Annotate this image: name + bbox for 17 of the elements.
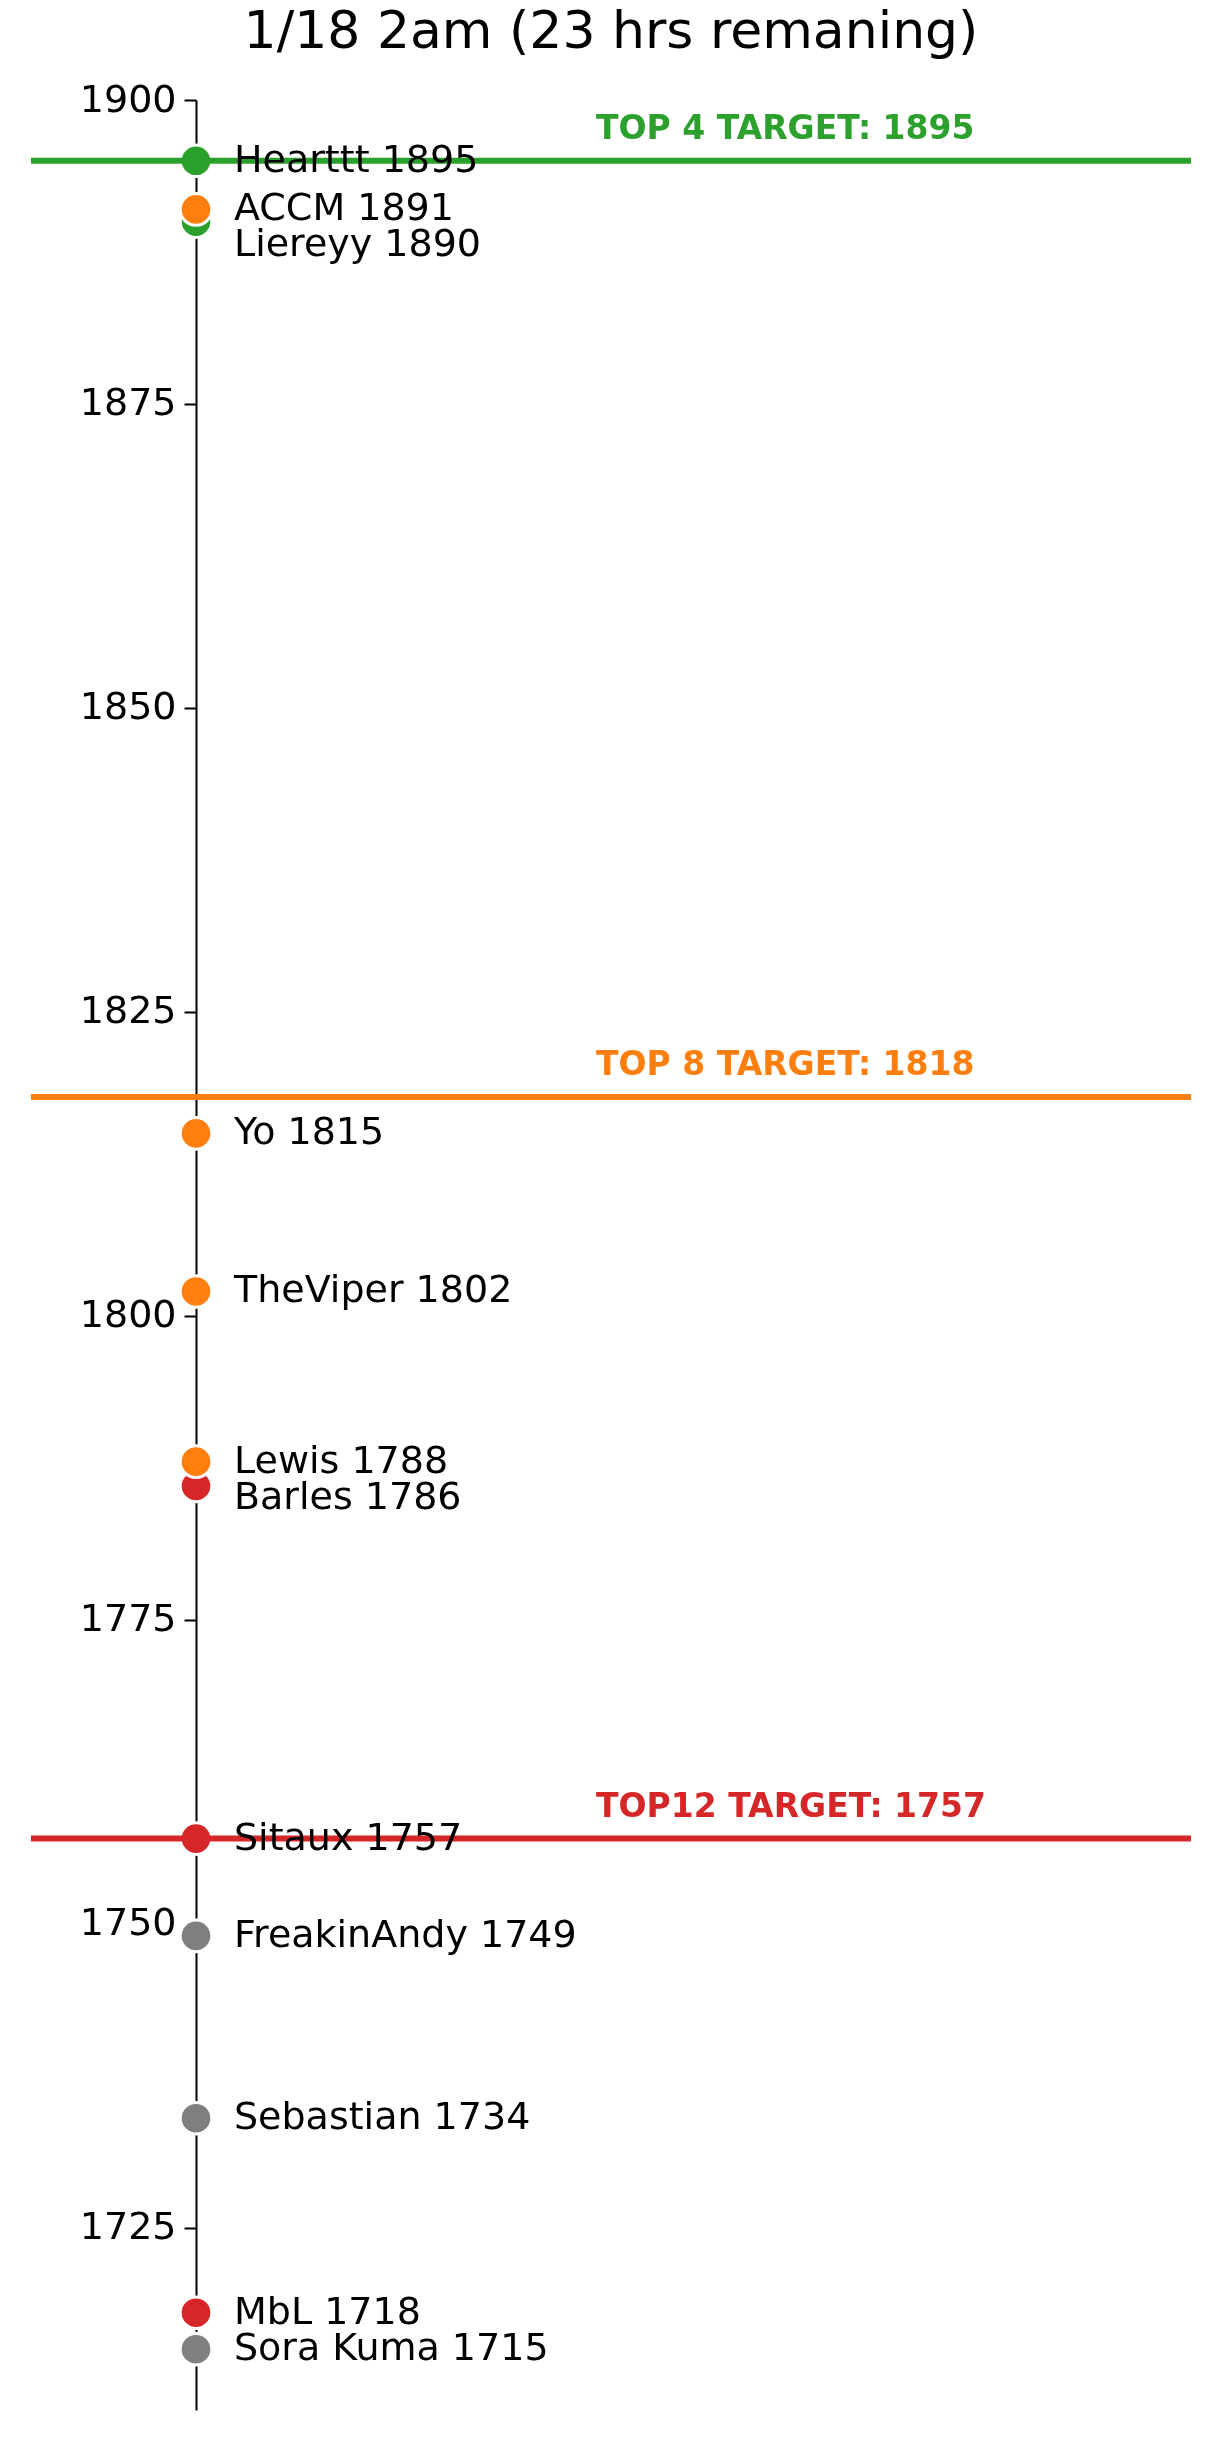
data-label: FreakinAndy 1749 bbox=[234, 1911, 577, 1956]
ref-line-label: TOP12 TARGET: 1757 bbox=[596, 1785, 986, 1825]
y-tick-label: 1800 bbox=[79, 1292, 177, 1337]
data-label: Yo 1815 bbox=[233, 1109, 385, 1154]
ref-line-label: TOP 4 TARGET: 1895 bbox=[596, 107, 975, 147]
y-tick-label: 1725 bbox=[79, 2204, 177, 2249]
y-tick-label: 1775 bbox=[79, 1596, 177, 1641]
y-tick-label: 1750 bbox=[79, 1900, 177, 1945]
chart-title: 1/18 2am (23 hrs remaning) bbox=[243, 0, 979, 60]
data-label: TheViper 1802 bbox=[233, 1267, 513, 1312]
data-label: Liereyy 1890 bbox=[234, 221, 482, 266]
y-tick-label: 1900 bbox=[79, 76, 177, 121]
ref-line-label: TOP 8 TARGET: 1818 bbox=[596, 1043, 975, 1083]
y-tick-label: 1825 bbox=[79, 988, 177, 1033]
data-label: Sebastian 1734 bbox=[234, 2094, 531, 2139]
y-tick-label: 1850 bbox=[79, 684, 177, 729]
y-tick-label: 1875 bbox=[79, 380, 177, 425]
